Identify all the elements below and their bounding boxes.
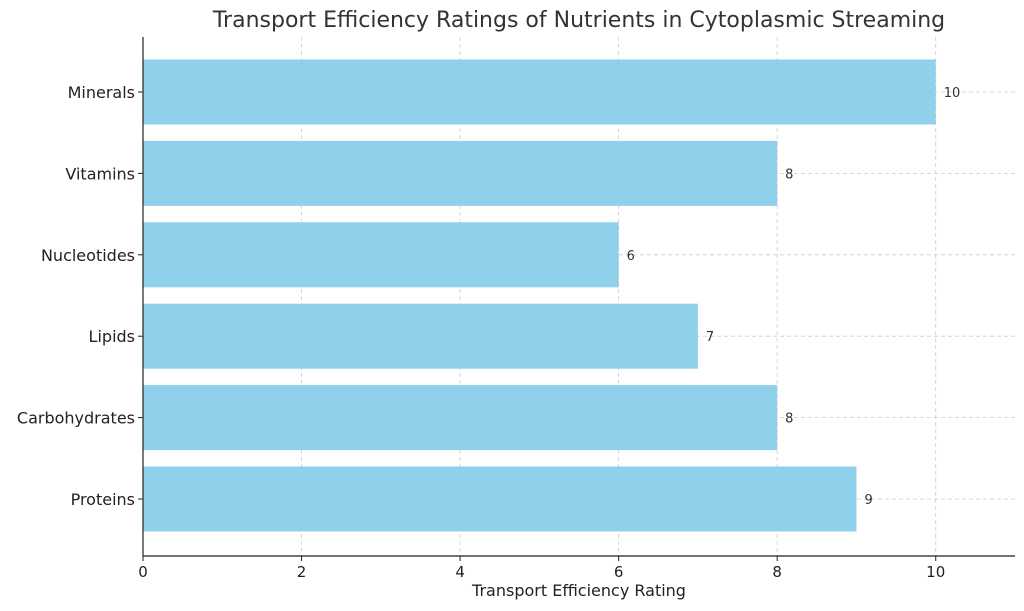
data-label: 6 — [627, 249, 635, 264]
data-label: 9 — [864, 493, 872, 508]
category-label: Vitamins — [65, 164, 135, 183]
category-label: Proteins — [71, 490, 135, 509]
x-tick-label: 2 — [297, 563, 307, 581]
bar — [143, 222, 619, 288]
category-label: Lipids — [89, 327, 135, 346]
bar — [143, 140, 778, 206]
data-label: 8 — [785, 412, 793, 427]
x-tick-label: 8 — [772, 563, 782, 581]
category-label: Minerals — [68, 83, 135, 102]
category-label: Nucleotides — [41, 246, 135, 265]
bar — [143, 385, 778, 451]
data-label: 7 — [706, 330, 714, 345]
x-tick-label: 0 — [138, 563, 148, 581]
category-labels: Proteins Carbohydrates Lipids Nucleotides Vi… — [17, 83, 135, 509]
ticks: 0 2 4 6 8 10 — [138, 91, 945, 581]
value-labels: 9 8 7 6 8 10 — [627, 86, 961, 508]
bar — [143, 303, 698, 369]
category-label: Carbohydrates — [17, 409, 135, 428]
data-label: 10 — [944, 86, 961, 101]
bar — [143, 466, 857, 532]
x-tick-label: 6 — [614, 563, 624, 581]
bars — [143, 59, 936, 532]
axes — [142, 37, 1015, 557]
chart-title: Transport Efficiency Ratings of Nutrient… — [212, 8, 946, 33]
x-tick-label: 10 — [926, 563, 945, 581]
x-tick-label: 4 — [455, 563, 465, 581]
data-label: 8 — [785, 167, 793, 182]
x-axis-title: Transport Efficiency Rating — [471, 581, 686, 600]
bar — [143, 59, 936, 125]
